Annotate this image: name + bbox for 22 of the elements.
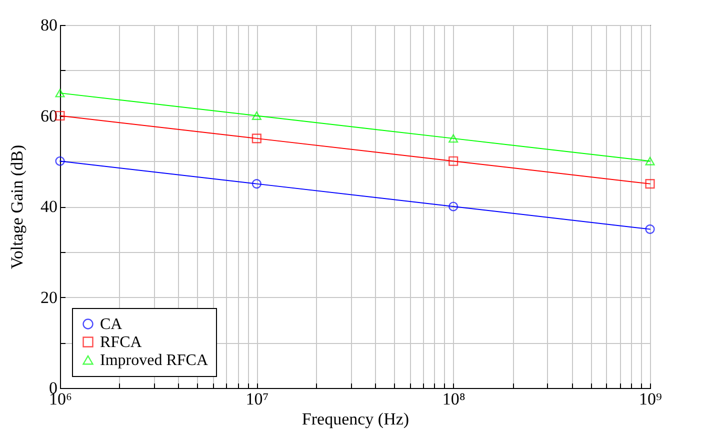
y-tick-label: 20 [40,288,58,307]
point [252,112,262,120]
point [645,179,655,189]
point [448,134,458,143]
point [252,134,262,144]
y-axis-title: Voltage Gain (dB) [8,144,26,270]
x-tick-label: 10⁷ [246,390,269,408]
y-tick-label: 40 [40,197,58,216]
legend-label: Improved RFCA [100,352,208,369]
x-tick-label: 10⁸ [442,390,466,408]
point [448,202,458,212]
point [55,156,65,166]
legend-label: RFCA [100,334,142,351]
point [448,156,458,166]
point [252,179,262,189]
legend-label: CA [100,316,123,333]
x-axis-title: Frequency (Hz) [302,410,410,428]
point [645,224,655,234]
point [55,88,65,98]
y-tick-label: 80 [40,16,58,34]
x-tick-label: 10⁹ [639,390,662,408]
point [645,156,655,166]
